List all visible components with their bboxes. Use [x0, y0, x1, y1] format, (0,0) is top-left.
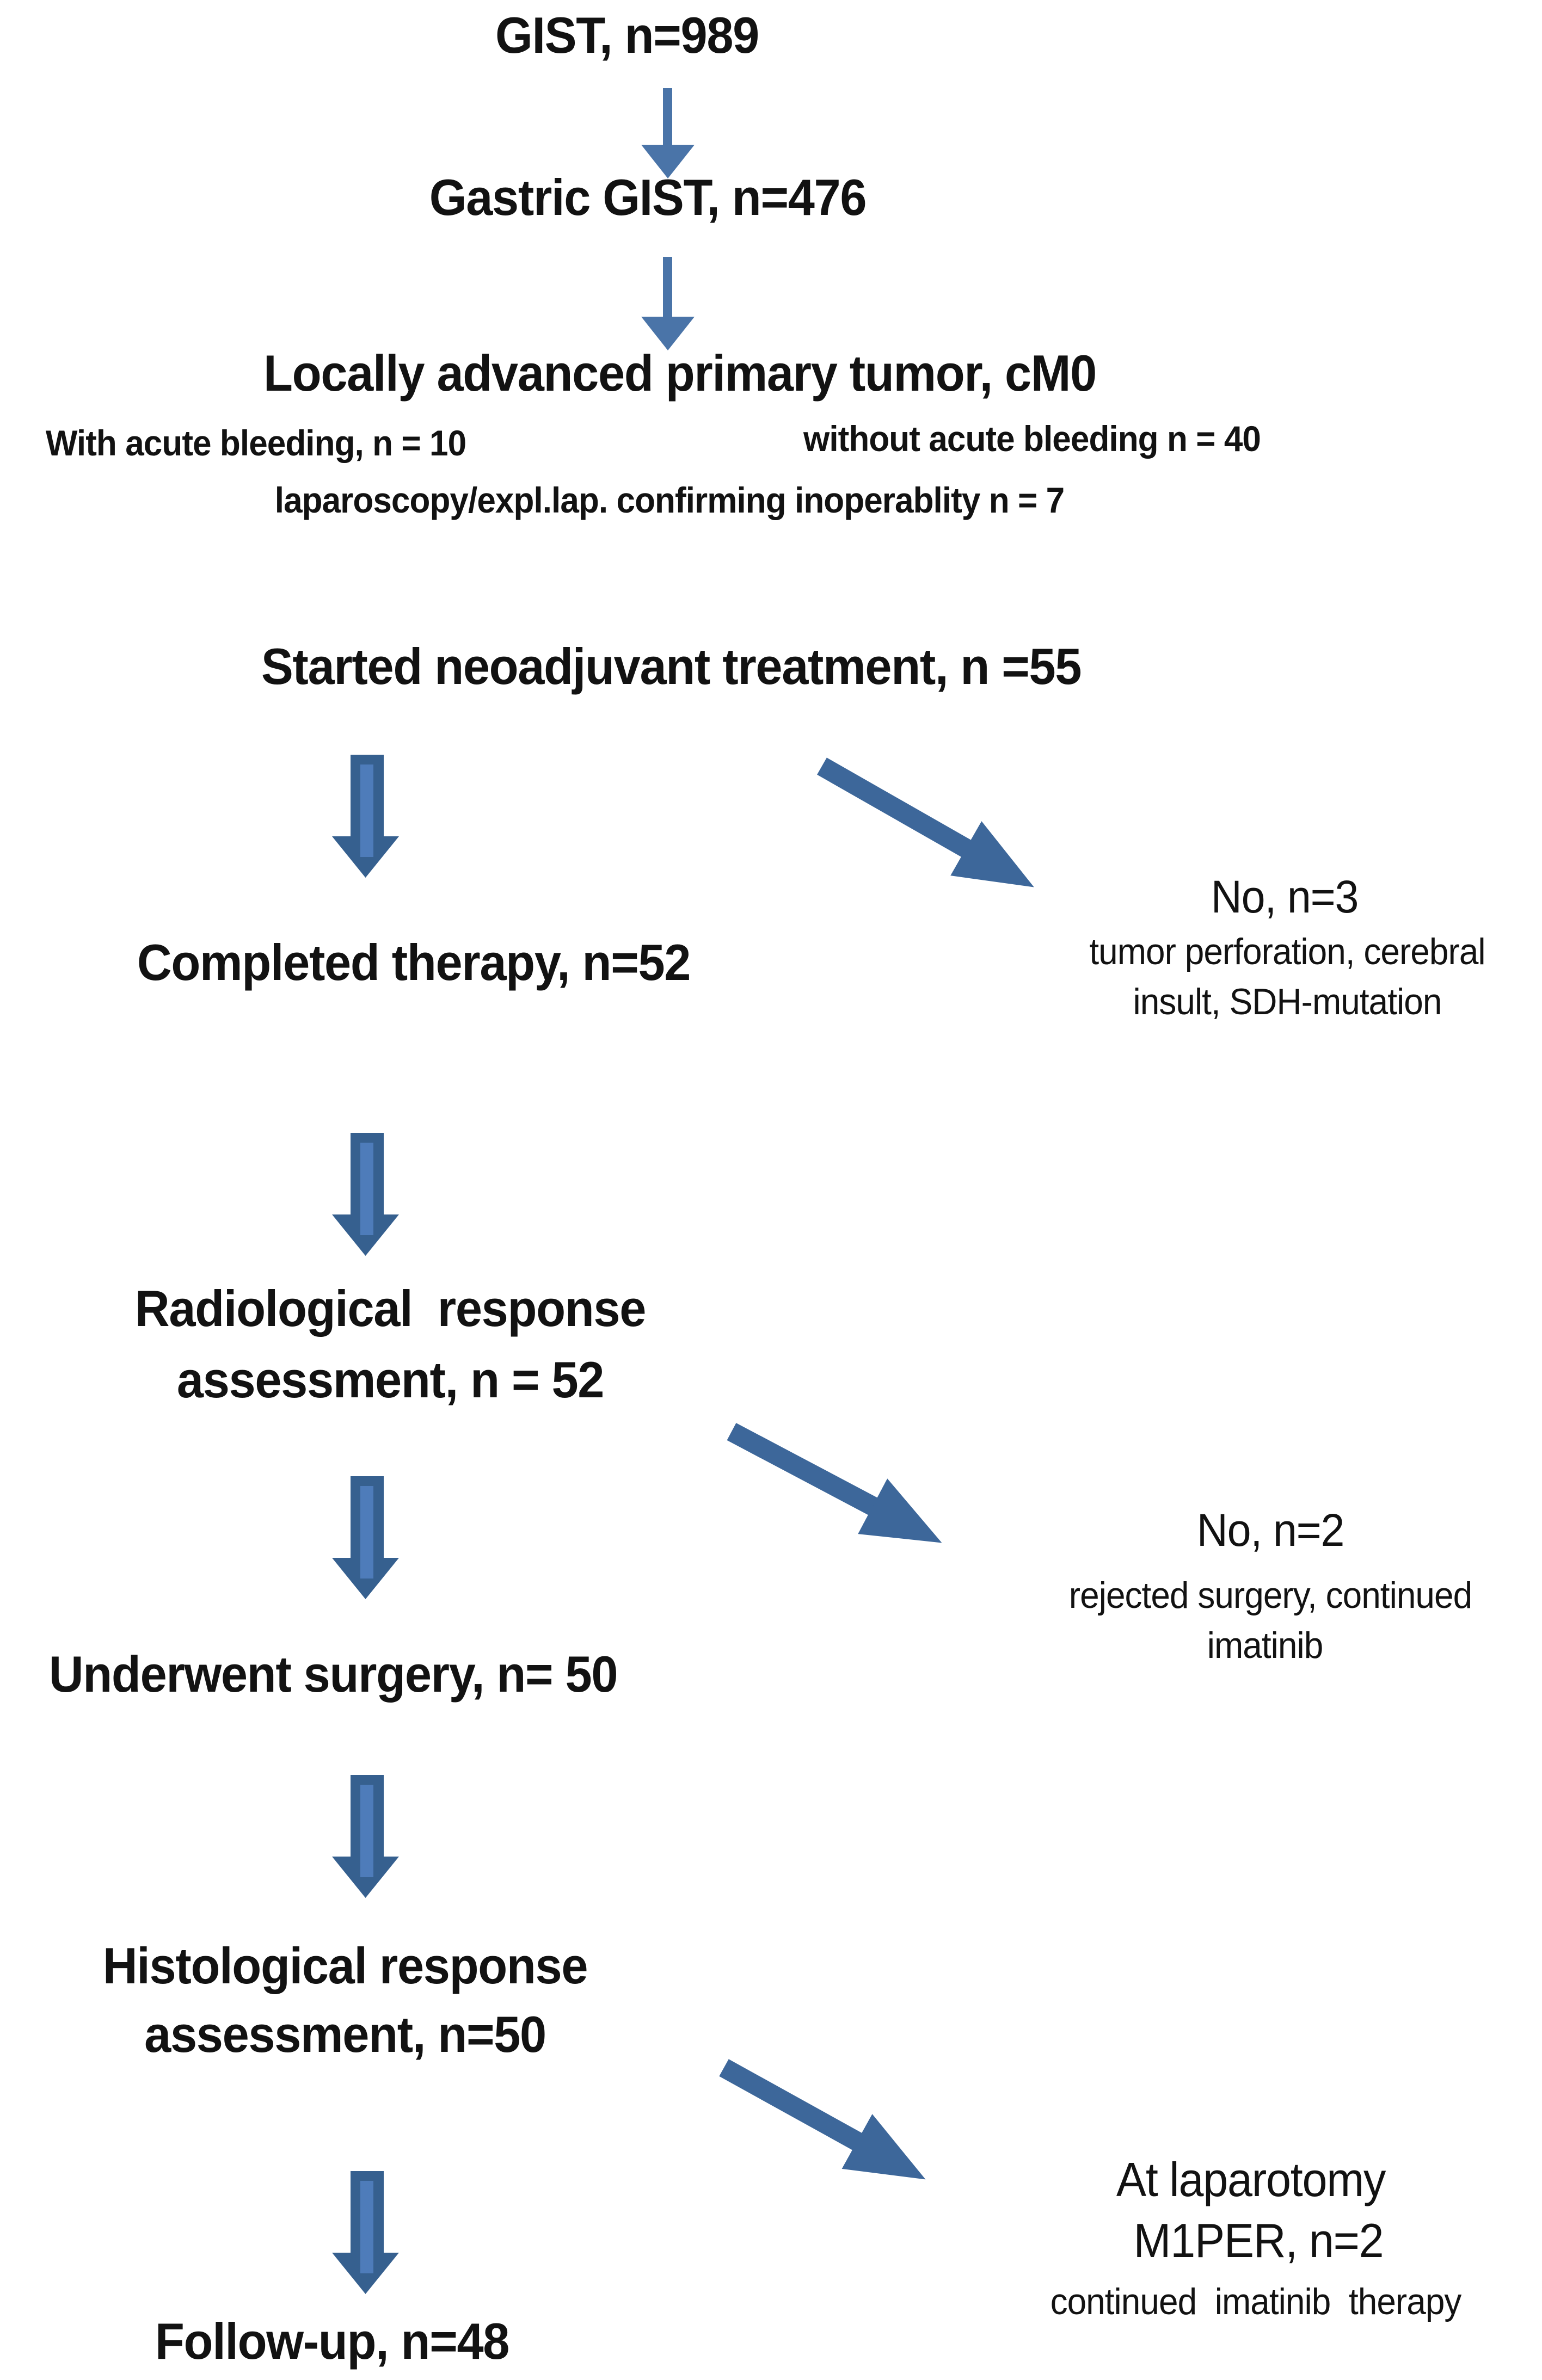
block-down-arrow-underwent-to-histological: [332, 1775, 399, 1898]
node-started-neoadjuvant: Started neoadjuvant treatment, n =55: [261, 638, 1082, 695]
label-laparoscopy: laparoscopy/expl.lap. confirming inopera…: [274, 480, 1065, 520]
node-underwent-surgery: Underwent surgery, n= 50: [48, 1645, 618, 1703]
label-with-acute-bleeding: With acute bleeding, n = 10: [45, 423, 466, 463]
node-gist: GIST, n=989: [495, 7, 759, 64]
diagonal-arrow-radiological-to-no2: [727, 1423, 942, 1543]
branch-no3-line2: insult, SDH-mutation: [1133, 981, 1442, 1022]
branch-no2-title: No, n=2: [1196, 1505, 1345, 1556]
diagonal-arrow-started-to-no3: [817, 757, 1034, 887]
node-gastric-gist: Gastric GIST, n=476: [429, 169, 867, 226]
down-arrow-gastric-to-locally-advanced: [641, 257, 695, 350]
down-arrow-gist-to-gastric: [641, 88, 695, 178]
node-radiological-line2: assessment, n = 52: [176, 1351, 604, 1408]
branch-laparotomy-line2: continued imatinib therapy: [1050, 2281, 1462, 2322]
node-completed-therapy: Completed therapy, n=52: [137, 934, 691, 991]
branch-no2-line2: imatinib: [1207, 1625, 1324, 1666]
diagonal-arrow-histological-to-laparotomy: [719, 2059, 926, 2180]
block-down-arrow-histological-to-followup: [332, 2171, 399, 2294]
branch-no3-title: No, n=3: [1211, 871, 1359, 922]
node-histological-line1: Histological response: [102, 1937, 588, 1994]
block-down-arrow-completed-to-radiological: [332, 1133, 399, 1256]
node-radiological-line1: Radiological response: [134, 1280, 646, 1337]
branch-no3-line1: tumor perforation, cerebral: [1089, 931, 1485, 972]
block-down-arrow-radiological-to-underwent: [332, 1476, 399, 1599]
branch-laparotomy-line1: M1PER, n=2: [1133, 2213, 1384, 2267]
node-locally-advanced: Locally advanced primary tumor, cM0: [263, 344, 1097, 402]
node-histological-line2: assessment, n=50: [144, 2006, 546, 2063]
branch-no2-line1: rejected surgery, continued: [1068, 1575, 1472, 1616]
block-down-arrow-started-to-completed: [332, 755, 399, 878]
branch-laparotomy-title: At laparotomy: [1116, 2153, 1386, 2206]
label-without-acute-bleeding: without acute bleeding n = 40: [803, 418, 1261, 459]
node-followup: Follow-up, n=48: [155, 2313, 510, 2370]
